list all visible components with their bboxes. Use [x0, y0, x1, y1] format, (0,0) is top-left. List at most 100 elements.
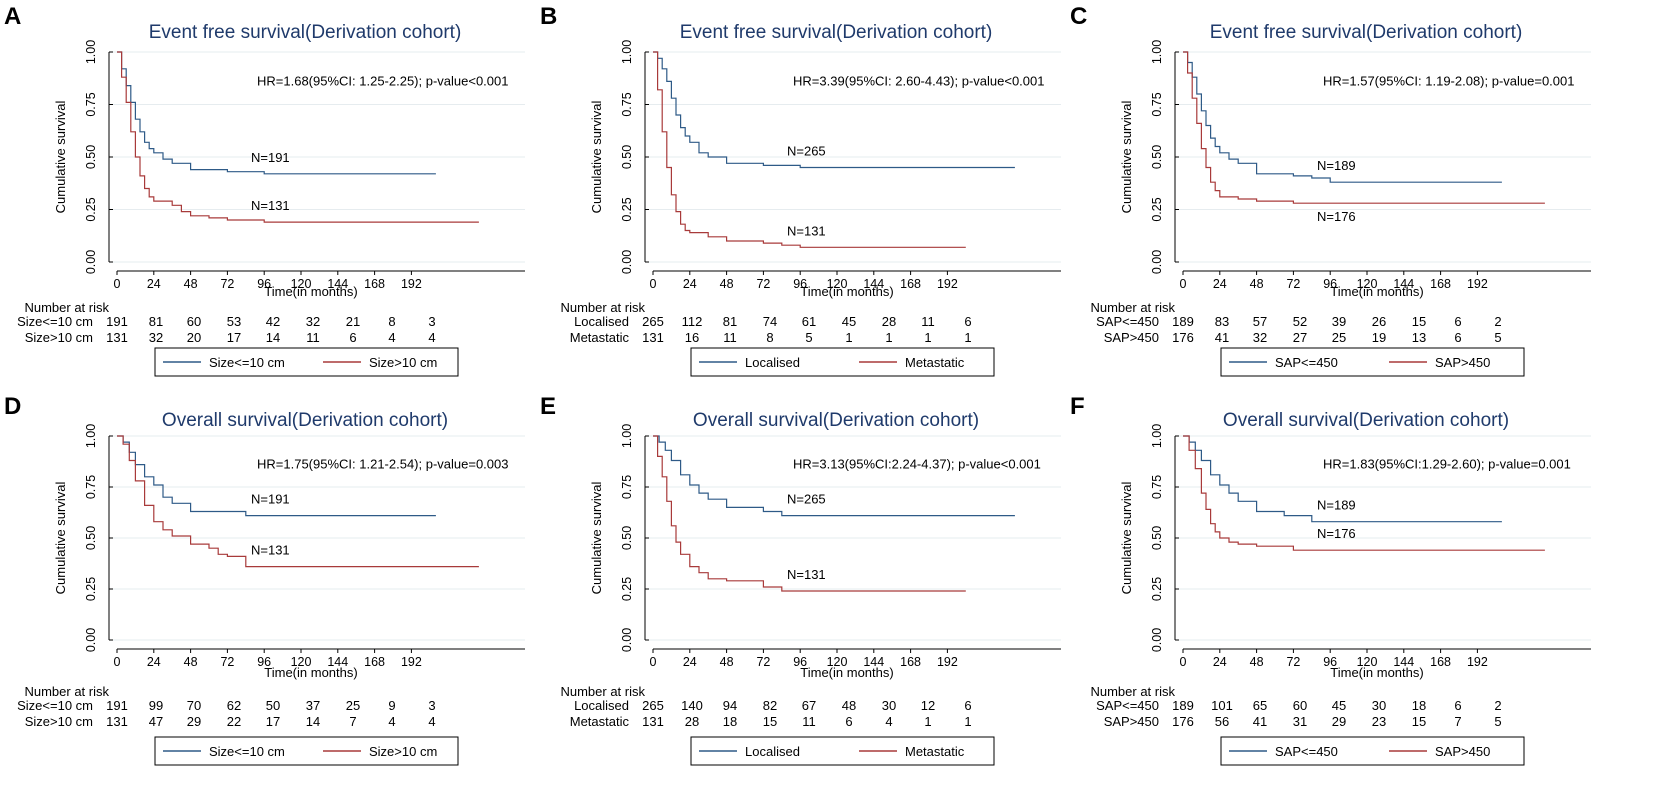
risk-value: 1 [924, 330, 931, 345]
risk-value: 101 [1211, 698, 1233, 713]
survival-curve-group1 [117, 51, 436, 175]
x-tick-label: 48 [720, 277, 734, 291]
x-tick-label: 48 [184, 277, 198, 291]
risk-value: 62 [227, 698, 241, 713]
chart-title: Event free survival(Derivation cohort) [680, 22, 993, 43]
x-tick-label: 72 [220, 655, 234, 669]
risk-value: 140 [681, 698, 703, 713]
x-tick-label: 144 [327, 655, 348, 669]
survival-curve-group2 [1183, 435, 1545, 551]
x-tick-label: 96 [1323, 655, 1337, 669]
risk-value: 57 [1253, 314, 1267, 329]
x-tick-label: 168 [364, 277, 385, 291]
x-tick-label: 192 [937, 277, 958, 291]
x-axis-label: Time(in months) [1330, 284, 1423, 299]
risk-value: 50 [266, 698, 280, 713]
risk-table-header: Number at risk [1090, 684, 1175, 699]
legend-box [154, 347, 459, 377]
risk-value: 6 [845, 714, 852, 729]
x-tick-label: 48 [720, 655, 734, 669]
legend-label: SAP>450 [1435, 355, 1490, 370]
x-tick-label: 168 [1430, 277, 1451, 291]
panel-letter: D [4, 393, 21, 420]
risk-value: 189 [1172, 698, 1194, 713]
x-tick-label: 96 [1323, 277, 1337, 291]
x-tick-label: 192 [401, 277, 422, 291]
x-tick-label: 72 [756, 655, 770, 669]
chart-title: Event free survival(Derivation cohort) [149, 22, 462, 43]
y-tick-label: 1.00 [1150, 424, 1164, 448]
x-tick-label: 0 [114, 277, 121, 291]
risk-value: 15 [763, 714, 777, 729]
y-tick-label: 1.00 [84, 424, 98, 448]
survival-curve-group1 [653, 435, 1015, 517]
x-tick-label: 144 [1393, 655, 1414, 669]
risk-value: 39 [1332, 314, 1346, 329]
y-tick-label: 0.75 [1150, 92, 1164, 116]
survival-curve-group2 [117, 51, 479, 223]
x-tick-label: 168 [900, 277, 921, 291]
y-tick-label: 1.00 [1150, 40, 1164, 64]
risk-row-label: Localised [574, 698, 629, 713]
risk-value: 60 [1293, 698, 1307, 713]
x-tick-label: 120 [291, 655, 312, 669]
risk-row-label: Metastatic [570, 330, 630, 345]
chart-d: D Overall survival(Derivation cohort) 0.… [4, 393, 525, 766]
n-label: N=265 [787, 492, 826, 507]
x-tick-label: 24 [1213, 655, 1227, 669]
n-label: N=176 [1317, 209, 1356, 224]
risk-value: 32 [306, 314, 320, 329]
panel-f: F Overall survival(Derivation cohort) 0.… [1066, 390, 1617, 795]
x-tick-label: 72 [1286, 655, 1300, 669]
risk-value: 265 [642, 314, 664, 329]
risk-value: 1 [924, 714, 931, 729]
x-tick-label: 96 [793, 277, 807, 291]
risk-value: 5 [1494, 714, 1501, 729]
risk-value: 1 [845, 330, 852, 345]
risk-value: 11 [723, 330, 737, 345]
risk-value: 131 [106, 330, 128, 345]
risk-value: 15 [1412, 314, 1426, 329]
y-tick-label: 0.00 [620, 628, 634, 652]
survival-curve-group1 [1183, 435, 1502, 523]
x-tick-label: 96 [793, 655, 807, 669]
n-label: N=131 [251, 198, 290, 213]
risk-row-label: Size>10 cm [25, 714, 93, 729]
x-tick-label: 96 [257, 277, 271, 291]
x-tick-label: 0 [650, 277, 657, 291]
y-tick-label: 1.00 [620, 424, 634, 448]
y-tick-label: 1.00 [620, 40, 634, 64]
risk-value: 265 [642, 698, 664, 713]
risk-value: 14 [306, 714, 320, 729]
risk-value: 94 [723, 698, 737, 713]
risk-value: 53 [227, 314, 241, 329]
x-tick-label: 192 [937, 655, 958, 669]
x-tick-label: 168 [1430, 655, 1451, 669]
x-tick-label: 192 [401, 655, 422, 669]
risk-value: 32 [149, 330, 163, 345]
y-axis-label: Cumulative survival [1119, 101, 1134, 214]
risk-value: 191 [106, 314, 128, 329]
risk-value: 176 [1172, 714, 1194, 729]
y-tick-label: 0.25 [1150, 577, 1164, 601]
risk-value: 18 [723, 714, 737, 729]
risk-table-header: Number at risk [560, 300, 645, 315]
survival-curve-group1 [1183, 51, 1502, 183]
y-tick-label: 0.25 [620, 197, 634, 221]
risk-value: 1 [885, 330, 892, 345]
risk-value: 4 [388, 714, 395, 729]
panel-b: B Event free survival(Derivation cohort)… [536, 0, 1087, 405]
risk-value: 2 [1494, 698, 1501, 713]
legend-box [1220, 347, 1525, 377]
risk-value: 29 [187, 714, 201, 729]
x-tick-label: 168 [364, 655, 385, 669]
chart-c: C Event free survival(Derivation cohort)… [1070, 3, 1591, 377]
x-tick-label: 168 [900, 655, 921, 669]
risk-value: 65 [1253, 698, 1267, 713]
risk-value: 20 [187, 330, 201, 345]
risk-value: 25 [1332, 330, 1346, 345]
risk-value: 23 [1372, 714, 1386, 729]
risk-value: 41 [1215, 330, 1229, 345]
n-label: N=265 [787, 144, 826, 159]
risk-value: 27 [1293, 330, 1307, 345]
